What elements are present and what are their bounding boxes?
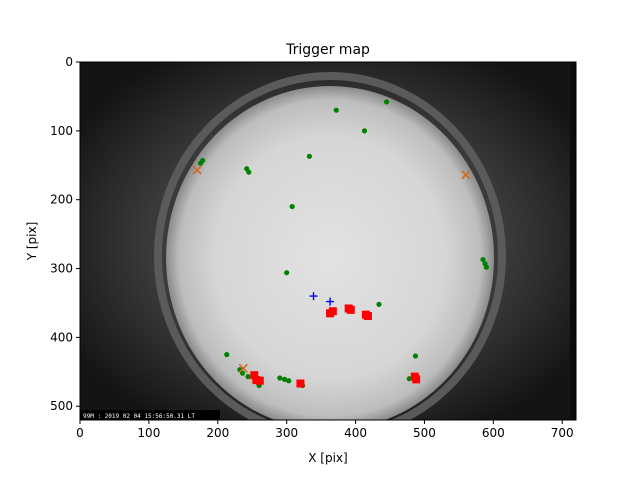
trigger-point-dot: [376, 301, 382, 307]
trigger-point-dot: [284, 270, 290, 276]
trigger-point-dot: [483, 264, 490, 270]
trigger-point-plus: [309, 292, 318, 301]
x-tick-label: 700: [551, 426, 574, 440]
y-axis-label: Y [pix]: [25, 222, 39, 262]
plot-area: 99M : 2019 02 04 15:56:50.31 LT: [80, 62, 576, 420]
trigger-point-x: [461, 170, 471, 180]
y-tick-label: 0: [65, 55, 73, 69]
timestamp-strip: [80, 410, 220, 420]
x-tick-label: 600: [482, 426, 505, 440]
trigger-point-square: [250, 371, 259, 380]
trigger-point-dot: [406, 376, 412, 382]
y-tick-label: 400: [50, 330, 73, 344]
trigger-point-x: [238, 363, 248, 373]
trigger-point-dot: [282, 376, 288, 382]
trigger-point-dot: [361, 128, 368, 134]
trigger-point-square: [255, 376, 264, 385]
trigger-point-dot: [286, 378, 292, 384]
trigger-point-square: [412, 375, 421, 384]
trigger-point-dot: [289, 203, 295, 210]
data-marks: [192, 99, 490, 389]
y-axis: 0 100 200 300 400 500: [50, 55, 80, 413]
trigger-point-dot: [246, 169, 252, 175]
x-tick-label: 500: [413, 426, 436, 440]
chart-title: Trigger map: [285, 42, 370, 58]
y-tick-label: 500: [50, 399, 73, 413]
y-tick-label: 100: [50, 124, 73, 138]
trigger-point-dot: [197, 160, 204, 166]
trigger-point-dot: [224, 351, 230, 358]
x-tick-label: 400: [344, 426, 367, 440]
x-axis: 0 100 200 300 400 500 600 700: [76, 420, 574, 440]
trigger-point-plus: [326, 297, 335, 306]
plot-frame: [79, 61, 577, 421]
sky-disc: [166, 86, 494, 420]
camera-frame-right-edge: [570, 62, 576, 420]
y-tick-label: 200: [50, 193, 73, 207]
x-tick-label: 0: [76, 426, 84, 440]
x-axis-label: X [pix]: [308, 451, 347, 465]
trigger-point-square: [363, 312, 372, 321]
trigger-point-x: [192, 165, 202, 175]
trigger-point-square: [296, 379, 305, 388]
trigger-point-square: [344, 304, 353, 313]
x-tick-label: 300: [275, 426, 298, 440]
trigger-point-dot: [412, 353, 419, 359]
trigger-point-dot: [383, 99, 390, 105]
x-tick-label: 200: [206, 426, 229, 440]
x-tick-label: 100: [137, 426, 160, 440]
trigger-point-dot: [277, 375, 283, 381]
image-timestamp: 99M : 2019 02 04 15:56:50.31 LT: [83, 413, 195, 420]
trigger-point-dot: [239, 370, 246, 376]
trigger-point-dot: [306, 153, 312, 159]
trigger-point-dot: [245, 374, 251, 380]
y-tick-label: 300: [50, 262, 73, 276]
trigger-point-square: [328, 307, 337, 316]
trigger-point-dot: [333, 107, 339, 113]
trigger-point-dot: [480, 256, 486, 263]
lens-rim: [154, 72, 506, 420]
